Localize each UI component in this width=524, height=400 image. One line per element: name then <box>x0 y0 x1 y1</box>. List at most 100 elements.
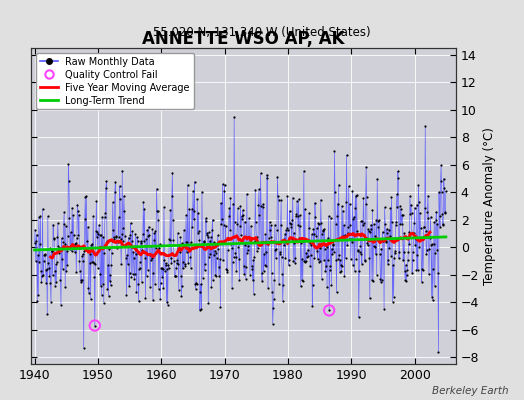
Point <box>187 239 195 246</box>
Point <box>231 219 239 226</box>
Point <box>398 212 406 218</box>
Point <box>276 248 285 255</box>
Point <box>31 227 39 233</box>
Point <box>422 228 430 234</box>
Point <box>92 228 100 234</box>
Point <box>433 247 441 253</box>
Point <box>49 234 58 241</box>
Point <box>399 248 408 255</box>
Point <box>297 283 305 289</box>
Point <box>340 273 348 279</box>
Point <box>95 222 103 228</box>
Point <box>130 276 138 282</box>
Point <box>426 234 434 241</box>
Point <box>329 241 337 248</box>
Point <box>270 222 279 228</box>
Point <box>294 196 303 202</box>
Point <box>63 262 72 268</box>
Point <box>350 214 358 220</box>
Point <box>324 213 333 219</box>
Point <box>395 255 403 262</box>
Point <box>180 261 189 268</box>
Point <box>136 265 144 271</box>
Point <box>312 232 320 239</box>
Point <box>394 168 402 174</box>
Point <box>296 223 304 230</box>
Point <box>396 203 404 210</box>
Point <box>127 274 135 280</box>
Point <box>364 242 372 248</box>
Point <box>391 222 400 228</box>
Point <box>85 260 94 266</box>
Point <box>181 263 189 269</box>
Point <box>152 186 161 192</box>
Point <box>216 304 225 311</box>
Point <box>317 220 325 226</box>
Point <box>58 256 66 262</box>
Point <box>37 268 45 274</box>
Point <box>249 291 258 297</box>
Point <box>429 266 438 272</box>
Point <box>212 273 221 279</box>
Point <box>116 196 124 202</box>
Point <box>355 268 364 274</box>
Point <box>354 247 363 253</box>
Point <box>271 247 279 254</box>
Point <box>279 298 287 304</box>
Point <box>160 204 168 211</box>
Point <box>401 276 409 283</box>
Point <box>107 262 115 268</box>
Point <box>117 261 125 267</box>
Point <box>288 236 296 242</box>
Point <box>193 196 201 202</box>
Point <box>300 168 308 174</box>
Point <box>339 208 347 214</box>
Point <box>441 210 449 216</box>
Point <box>91 322 99 329</box>
Point <box>255 186 263 192</box>
Point <box>141 255 149 262</box>
Point <box>418 279 426 285</box>
Point <box>386 205 395 212</box>
Point <box>83 238 91 244</box>
Point <box>60 209 68 216</box>
Point <box>409 229 418 236</box>
Point <box>194 227 203 234</box>
Point <box>94 230 103 237</box>
Point <box>246 271 254 278</box>
Point <box>341 255 350 261</box>
Point <box>343 230 352 236</box>
Point <box>381 220 389 227</box>
Point <box>261 231 269 238</box>
Point <box>191 281 199 287</box>
Point <box>46 245 54 251</box>
Point <box>230 254 238 260</box>
Point <box>139 231 147 238</box>
Point <box>170 273 179 279</box>
Point <box>274 193 282 200</box>
Point <box>40 252 48 258</box>
Point <box>423 208 432 215</box>
Point <box>152 244 160 251</box>
Point <box>101 214 109 220</box>
Point <box>31 258 40 264</box>
Point <box>238 216 246 222</box>
Point <box>415 244 423 250</box>
Point <box>365 254 374 261</box>
Point <box>274 196 282 203</box>
Point <box>240 270 248 277</box>
Point <box>349 262 357 268</box>
Point <box>39 258 48 265</box>
Title: ANNETTE WSO AP, AK: ANNETTE WSO AP, AK <box>143 30 345 48</box>
Point <box>61 284 69 290</box>
Point <box>232 268 241 275</box>
Point <box>151 228 160 234</box>
Point <box>147 242 155 249</box>
Point <box>387 252 395 259</box>
Point <box>148 255 156 262</box>
Point <box>272 246 280 252</box>
Point <box>59 221 68 227</box>
Point <box>400 230 408 237</box>
Point <box>402 271 411 278</box>
Point <box>110 235 118 242</box>
